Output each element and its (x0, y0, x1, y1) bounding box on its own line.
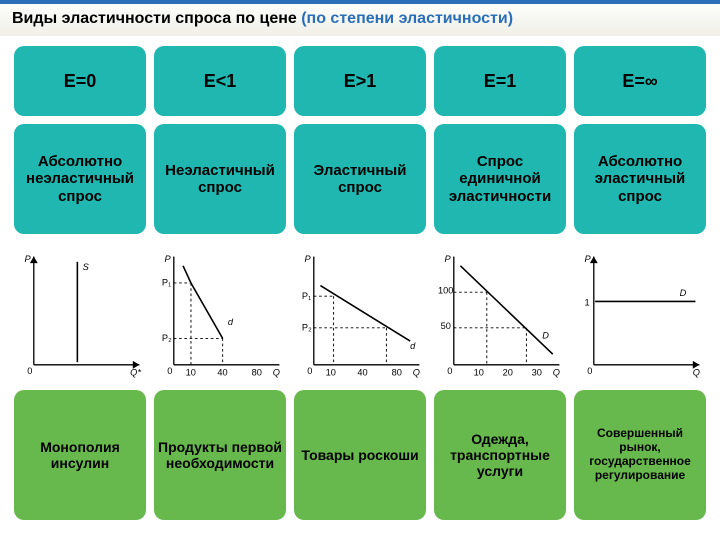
svg-text:40: 40 (357, 367, 367, 377)
svg-text:P₁: P₁ (162, 278, 171, 288)
chart-0: P Q* S 0 (14, 242, 146, 382)
svg-text:40: 40 (217, 367, 227, 377)
svg-text:1: 1 (585, 297, 590, 307)
example-0: Монополия инсулин (14, 390, 146, 520)
svg-text:80: 80 (392, 367, 402, 377)
svg-text:10: 10 (186, 367, 196, 377)
chart-1-svg: P P₁ P₂ d Q 10 40 80 0 (154, 242, 286, 382)
chart-0-svg: P Q* S 0 (14, 242, 146, 382)
head-egt1: E>1 (294, 46, 426, 116)
example-4: Совершенный рынок, государственное регул… (574, 390, 706, 520)
head-elt1: E<1 (154, 46, 286, 116)
desc-1: Неэластичный спрос (154, 124, 286, 234)
example-3: Одежда, транспортные услуги (434, 390, 566, 520)
desc-3: Спрос единичной эластичности (434, 124, 566, 234)
svg-text:P: P (305, 254, 312, 264)
chart-3: P 100 50 D Q 10 20 30 0 (434, 242, 566, 382)
example-2: Товары роскоши (294, 390, 426, 520)
svg-text:d: d (228, 317, 234, 327)
elasticity-grid: E=0 E<1 E>1 E=1 E=∞ Абсолютно неэластичн… (0, 36, 720, 530)
desc-2: Эластичный спрос (294, 124, 426, 234)
header-black: Виды эластичности спроса по цене (12, 10, 301, 27)
chart-1: P P₁ P₂ d Q 10 40 80 0 (154, 242, 286, 382)
chart-2: P P₁ P₂ d Q 10 40 80 0 (294, 242, 426, 382)
slide-header: Виды эластичности спроса по цене (по сте… (0, 0, 720, 36)
chart-3-svg: P 100 50 D Q 10 20 30 0 (434, 242, 566, 382)
chart-2-svg: P P₁ P₂ d Q 10 40 80 0 (294, 242, 426, 382)
svg-text:0: 0 (167, 366, 172, 376)
svg-text:P₂: P₂ (162, 333, 172, 343)
svg-text:10: 10 (326, 367, 336, 377)
svg-text:80: 80 (252, 367, 262, 377)
svg-text:Q: Q (693, 367, 700, 377)
svg-text:0: 0 (587, 366, 592, 376)
svg-text:S: S (83, 262, 90, 272)
svg-text:P: P (165, 254, 172, 264)
svg-text:D: D (542, 330, 549, 340)
head-e1: E=1 (434, 46, 566, 116)
svg-text:d: d (410, 341, 416, 351)
svg-text:Q: Q (273, 367, 280, 377)
svg-text:Q*: Q* (130, 367, 141, 377)
svg-text:100: 100 (438, 286, 453, 296)
svg-text:20: 20 (503, 367, 513, 377)
svg-text:0: 0 (27, 366, 32, 376)
svg-text:0: 0 (307, 366, 312, 376)
svg-text:Q: Q (553, 367, 560, 377)
head-einf: E=∞ (574, 46, 706, 116)
example-1: Продукты первой необходимости (154, 390, 286, 520)
svg-text:10: 10 (474, 367, 484, 377)
svg-text:0: 0 (447, 366, 452, 376)
svg-text:D: D (680, 288, 687, 298)
header-blue: (по степени эластичности) (301, 10, 513, 27)
desc-0: Абсолютно неэластичный спрос (14, 124, 146, 234)
svg-text:P: P (585, 254, 592, 264)
svg-text:P: P (445, 254, 452, 264)
desc-4: Абсолютно эластичный спрос (574, 124, 706, 234)
chart-4: P 1 D Q 0 (574, 242, 706, 382)
svg-text:P₁: P₁ (302, 291, 311, 301)
head-e0: E=0 (14, 46, 146, 116)
svg-text:Q: Q (413, 367, 420, 377)
svg-text:50: 50 (441, 321, 451, 331)
chart-4-svg: P 1 D Q 0 (574, 242, 706, 382)
svg-text:P: P (25, 254, 32, 264)
svg-text:P₂: P₂ (302, 322, 312, 332)
svg-text:30: 30 (532, 367, 542, 377)
